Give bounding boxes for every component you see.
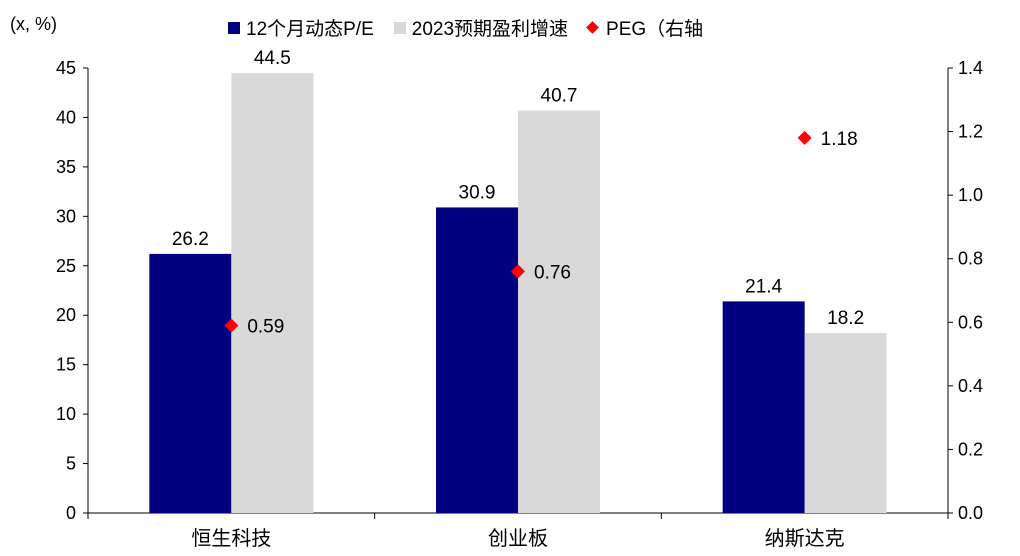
left-tick-label: 35 <box>56 157 76 177</box>
left-tick-label: 15 <box>56 355 76 375</box>
bar-growth <box>518 110 600 514</box>
legend-item-pe: 12个月动态P/E <box>228 14 374 41</box>
peg-value-label: 0.76 <box>534 262 571 283</box>
right-tick-label: 0.8 <box>958 249 983 269</box>
left-tick-label: 0 <box>66 503 76 523</box>
left-axis-unit-label: (x, %) <box>10 14 57 34</box>
legend-label-peg: PEG（右轴 <box>606 19 704 40</box>
right-tick-label: 0.2 <box>958 439 983 459</box>
peg-marker <box>224 318 239 333</box>
bar-value-label: 26.2 <box>172 229 209 250</box>
right-tick-label: 0.6 <box>958 312 983 332</box>
legend-label-growth: 2023预期盈利增速 <box>411 19 569 40</box>
category-label: 创业板 <box>488 527 548 550</box>
bar-pe <box>436 207 518 513</box>
peg-value-label: 0.59 <box>247 316 284 337</box>
bar-value-label: 18.2 <box>827 308 864 329</box>
bars <box>149 72 887 514</box>
left-tick-label: 5 <box>66 454 76 474</box>
category-label: 纳斯达克 <box>765 527 845 550</box>
left-tick-label: 25 <box>56 256 76 276</box>
right-tick-label: 1.4 <box>958 58 983 78</box>
right-tick-label: 0.0 <box>958 503 983 523</box>
bar-pe <box>722 301 805 513</box>
bar-value-label: 21.4 <box>745 276 782 297</box>
right-tick-label: 1.2 <box>958 122 983 142</box>
data-labels: 26.2 44.5 30.9 40.7 21.4 18.2 0.59 0.76 1.18 <box>172 48 864 338</box>
right-tick-label: 1.0 <box>958 185 983 205</box>
right-tick-label: 0.4 <box>958 376 983 396</box>
category-label: 恒生科技 <box>191 527 271 550</box>
bar-pe <box>149 253 232 513</box>
bar-value-label: 44.5 <box>254 48 291 69</box>
bar-growth <box>804 333 887 513</box>
bar-value-label: 40.7 <box>541 86 578 107</box>
left-tick-label: 40 <box>56 107 76 127</box>
peg-marker <box>511 264 525 279</box>
left-tick-label: 45 <box>56 58 76 78</box>
left-tick-label: 30 <box>56 206 76 226</box>
legend-item-growth: 2023预期盈利增速 <box>393 14 569 41</box>
peg-value-label: 1.18 <box>821 129 858 150</box>
bar-value-label: 30.9 <box>459 182 496 203</box>
peg-marker <box>797 130 812 145</box>
legend: 12个月动态P/E 2023预期盈利增速 PEG（右轴 <box>228 14 723 41</box>
bar-growth <box>231 72 314 513</box>
left-tick-label: 20 <box>56 305 76 325</box>
legend-item-peg: PEG（右轴 <box>586 14 704 41</box>
legend-swatch-pe <box>228 21 240 34</box>
legend-label-pe: 12个月动态P/E <box>246 19 374 40</box>
left-tick-label: 10 <box>56 404 76 424</box>
legend-swatch-growth <box>393 21 406 34</box>
peg-markers <box>224 130 812 333</box>
